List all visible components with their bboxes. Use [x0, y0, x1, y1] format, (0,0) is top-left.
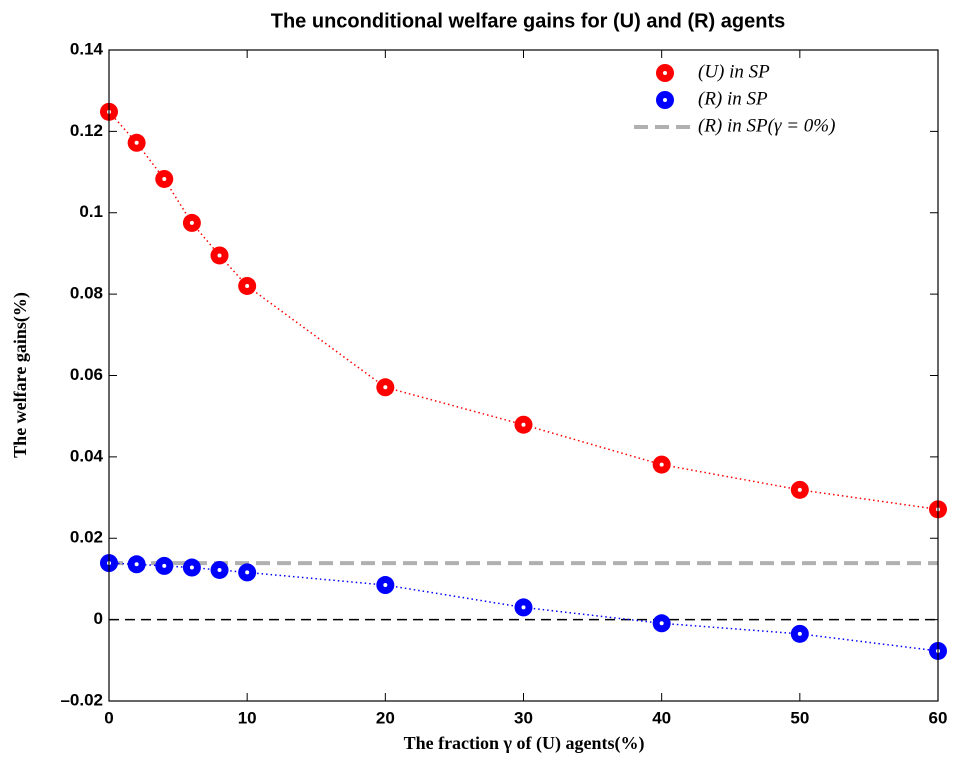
data-point-center: [134, 140, 139, 145]
data-point-center: [217, 567, 222, 572]
series-line: [108, 562, 939, 652]
y-axis-label: The welfare gains(%): [10, 292, 31, 458]
y-tick-label: 0.1: [79, 202, 103, 221]
x-tick-label: 50: [790, 708, 809, 727]
y-tick-label: 0.12: [70, 121, 103, 140]
x-tick-label: 0: [104, 708, 113, 727]
data-point-center: [659, 462, 664, 467]
series-line: [108, 111, 939, 511]
data-point-center: [189, 565, 194, 570]
y-tick-label: 0.14: [70, 39, 104, 58]
legend-marker-center: [663, 98, 667, 102]
data-point-center: [797, 487, 802, 492]
legend-label: (R) in SP: [698, 88, 768, 109]
legend-marker-center: [663, 71, 667, 75]
data-point-center: [134, 562, 139, 567]
chart-title: The unconditional welfare gains for (U) …: [271, 10, 785, 32]
plot-frame: [108, 49, 939, 702]
data-point-center: [245, 283, 250, 288]
legend-label: (U) in SP: [698, 61, 770, 82]
data-point-center: [521, 422, 526, 427]
y-tick-label: 0.04: [70, 446, 104, 465]
y-tick-label: 0.02: [70, 528, 103, 547]
x-axis-label: The fraction γ of (U) agents(%): [404, 733, 645, 754]
x-tick-label: 40: [652, 708, 671, 727]
data-point-center: [659, 621, 664, 626]
x-tick-label: 20: [376, 708, 395, 727]
data-point-center: [217, 253, 222, 258]
data-point-center: [797, 631, 802, 636]
data-point-center: [162, 563, 167, 568]
legend-label: (R) in SP(γ = 0%): [698, 115, 835, 136]
y-tick-label: 0.08: [70, 284, 103, 303]
y-tick-label: 0: [94, 609, 103, 628]
y-tick-label: 0.06: [70, 365, 103, 384]
data-point-center: [245, 570, 250, 575]
data-point-center: [383, 385, 388, 390]
x-tick-label: 60: [929, 708, 948, 727]
data-point-center: [162, 176, 167, 181]
data-point-center: [521, 605, 526, 610]
data-point-center: [383, 583, 388, 588]
x-tick-label: 10: [238, 708, 257, 727]
x-tick-label: 30: [514, 708, 533, 727]
y-tick-label: –0.02: [60, 690, 103, 709]
data-point-center: [189, 220, 194, 225]
